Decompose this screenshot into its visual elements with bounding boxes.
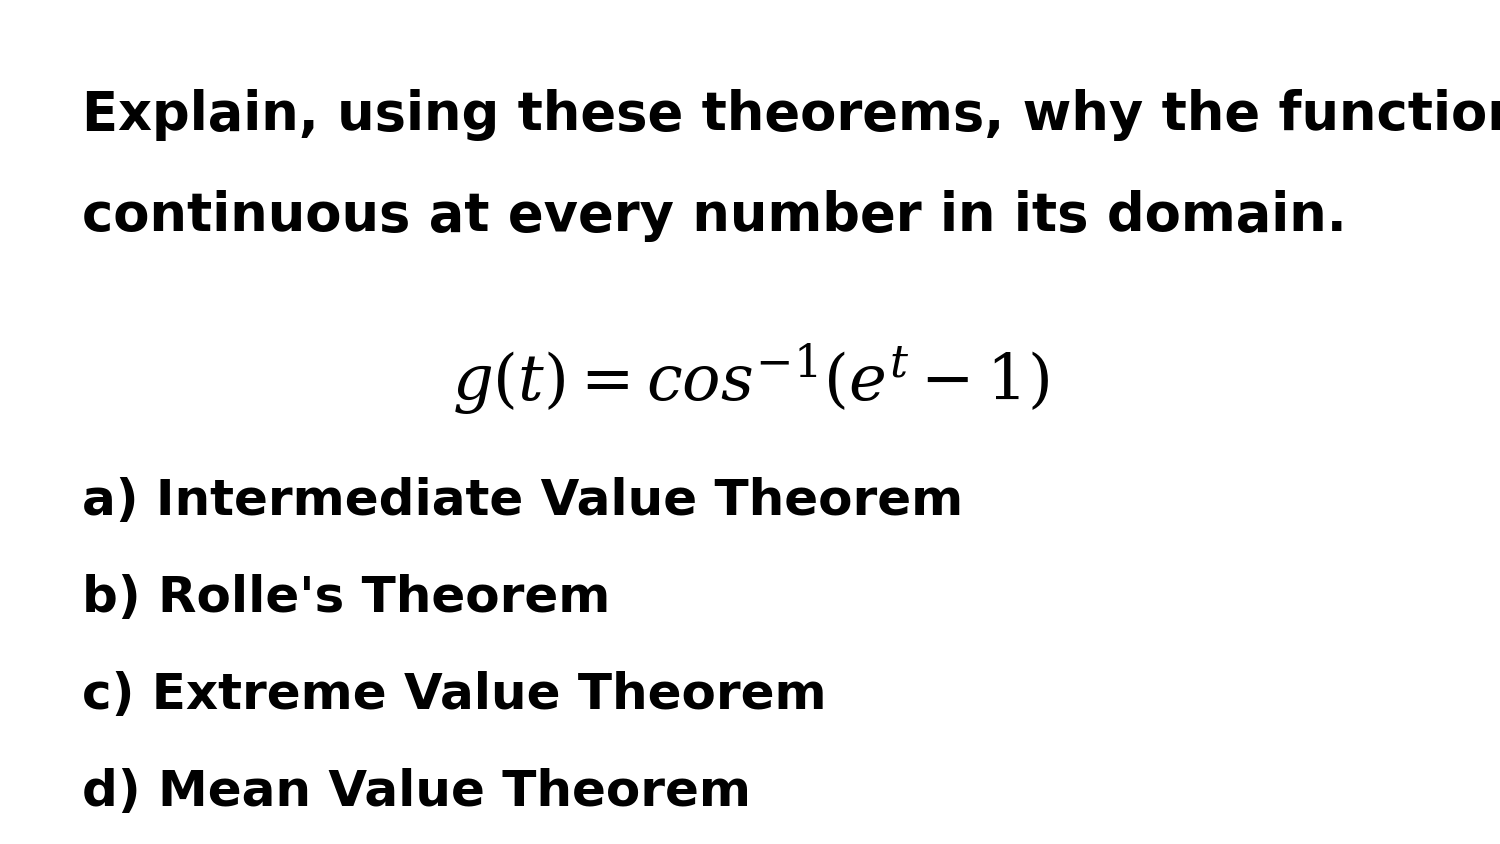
- Text: continuous at every number in its domain.: continuous at every number in its domain…: [82, 190, 1347, 242]
- Text: d) Mean Value Theorem: d) Mean Value Theorem: [82, 768, 752, 816]
- Text: b) Rolle's Theorem: b) Rolle's Theorem: [82, 574, 610, 622]
- Text: a) Intermediate Value Theorem: a) Intermediate Value Theorem: [82, 477, 963, 525]
- Text: $g(t) = \mathit{cos}^{-1}(e^{t} - 1)$: $g(t) = \mathit{cos}^{-1}(e^{t} - 1)$: [452, 342, 1048, 417]
- Text: Explain, using these theorems, why the function is: Explain, using these theorems, why the f…: [82, 89, 1500, 141]
- Text: c) Extreme Value Theorem: c) Extreme Value Theorem: [82, 671, 827, 719]
